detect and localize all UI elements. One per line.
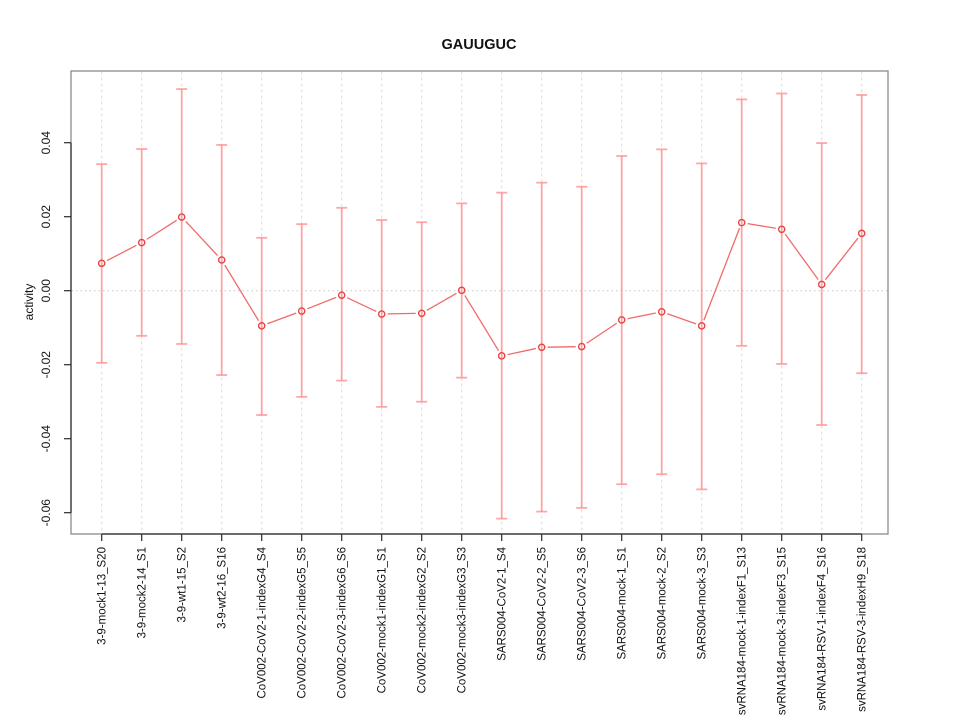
- x-tick-label: 3-9-wt1-15_S2: [177, 547, 189, 622]
- error-bar: [616, 155, 628, 486]
- series-segment: [824, 237, 859, 281]
- x-tick-label: 3-9-wt2-16_S16: [217, 547, 229, 629]
- chart-title: GAUUGUC: [442, 37, 517, 53]
- data-point: [297, 307, 306, 315]
- data-point: [497, 352, 506, 360]
- x-tick-label: SARS004-mock-1_S1: [617, 547, 629, 660]
- series-segment: [146, 219, 177, 240]
- data-point: [857, 229, 866, 238]
- y-tick-label: -0.06: [39, 499, 53, 527]
- error-bar: [256, 236, 268, 416]
- x-tick-label: CoV002-mock2-indexG2_S2: [417, 547, 429, 693]
- error-bar: [456, 202, 468, 379]
- x-tick-label: SARS004-CoV2-1_S4: [497, 546, 509, 660]
- series-segment: [703, 227, 741, 321]
- error-bar: [416, 221, 428, 403]
- data-point: [337, 291, 346, 299]
- x-tick-label: CoV002-CoV2-3-indexG6_S6: [337, 547, 349, 699]
- error-bar: [336, 206, 348, 382]
- error-bar: [856, 94, 868, 375]
- y-tick-labels: 0.04 0.02 0.00 -0.02 -0.04 -0.06: [39, 131, 53, 527]
- data-point: [177, 213, 186, 221]
- error-bar: [536, 181, 548, 513]
- error-bar: [136, 148, 148, 337]
- data-point: [377, 310, 386, 318]
- x-tick-label: svRNA184-RSV-1-indexF4_S16: [817, 547, 829, 711]
- data-point: [537, 343, 546, 352]
- data-point: [577, 342, 586, 351]
- axes: [64, 142, 863, 541]
- x-tick-label: 3-9-mock1-13_S20: [97, 547, 109, 645]
- x-tick-label: svRNA184-mock-1-indexF1_S13: [737, 547, 749, 715]
- y-tick-label: -0.04: [39, 425, 53, 453]
- error-bar: [296, 223, 308, 398]
- series-segment: [185, 221, 219, 257]
- series-segment: [387, 312, 416, 315]
- series-segment: [106, 244, 137, 262]
- series-segment: [307, 296, 337, 310]
- x-tick-label: CoV002-CoV2-1-indexG4_S4: [257, 546, 269, 698]
- series-segment: [267, 312, 297, 325]
- error-bar: [816, 142, 828, 426]
- data-point: [737, 218, 746, 227]
- series-segment: [346, 297, 377, 313]
- y-tick-label: 0.00: [39, 279, 53, 303]
- x-tick-label: 3-9-mock2-14_S1: [137, 547, 149, 638]
- series-segment: [586, 322, 618, 344]
- data-point: [617, 316, 626, 324]
- x-tick-label: svRNA184-RSV-3-indexH9_S18: [857, 547, 869, 712]
- error-bar: [176, 88, 188, 345]
- series-segment: [784, 233, 819, 280]
- y-tick-label: 0.04: [39, 131, 53, 155]
- series-segment: [464, 295, 500, 352]
- x-tick-label: CoV002-CoV2-2-indexG5_S5: [297, 547, 309, 699]
- error-bar: [656, 148, 668, 476]
- error-bar: [376, 219, 388, 408]
- data-point: [257, 322, 266, 330]
- y-tick-label: -0.02: [39, 351, 53, 379]
- vertical-gridlines: [101, 71, 863, 534]
- data-point: [697, 322, 706, 330]
- series-segment: [667, 313, 697, 325]
- error-bar: [96, 163, 108, 364]
- series-segment: [507, 347, 536, 356]
- x-tick-label: SARS004-CoV2-3_S6: [577, 547, 589, 661]
- error-bar: [736, 98, 748, 347]
- error-bar: [216, 144, 228, 376]
- series-segment: [627, 312, 656, 320]
- y-axis-label: activity: [22, 284, 36, 321]
- data-point: [817, 280, 826, 289]
- error-bar: [776, 92, 788, 365]
- series-segment: [224, 264, 260, 322]
- series-segment: [426, 292, 457, 311]
- data-point: [97, 259, 106, 268]
- error-bar: [496, 191, 508, 520]
- data-point: [417, 309, 426, 318]
- data-point: [217, 256, 226, 264]
- x-tick-label: SARS004-CoV2-2_S5: [537, 547, 549, 661]
- error-bar: [576, 185, 588, 509]
- error-bars: [96, 88, 868, 520]
- data-point: [777, 225, 786, 234]
- data-point: [457, 286, 466, 295]
- data-points: [97, 213, 866, 360]
- x-tick-label: svRNA184-mock-3-indexF3_S15: [777, 547, 789, 715]
- x-tick-label: SARS004-mock-2_S2: [657, 547, 669, 660]
- series-segment: [547, 346, 576, 348]
- y-tick-label: 0.02: [39, 205, 53, 229]
- series-segment: [747, 222, 776, 229]
- x-tick-label: CoV002-mock1-indexG1_S1: [377, 547, 389, 693]
- x-tick-label: SARS004-mock-3_S3: [697, 547, 709, 660]
- error-bar: [696, 162, 708, 491]
- data-point: [137, 238, 146, 247]
- x-tick-label: CoV002-mock3-indexG3_S3: [457, 547, 469, 693]
- plot-frame: [70, 70, 889, 535]
- series-line: [106, 219, 859, 356]
- x-tick-labels: 3-9-mock1-13_S20 3-9-mock2-14_S1 3-9-wt1-1…: [97, 546, 869, 715]
- plot-border: [70, 70, 889, 535]
- data-point: [657, 307, 666, 316]
